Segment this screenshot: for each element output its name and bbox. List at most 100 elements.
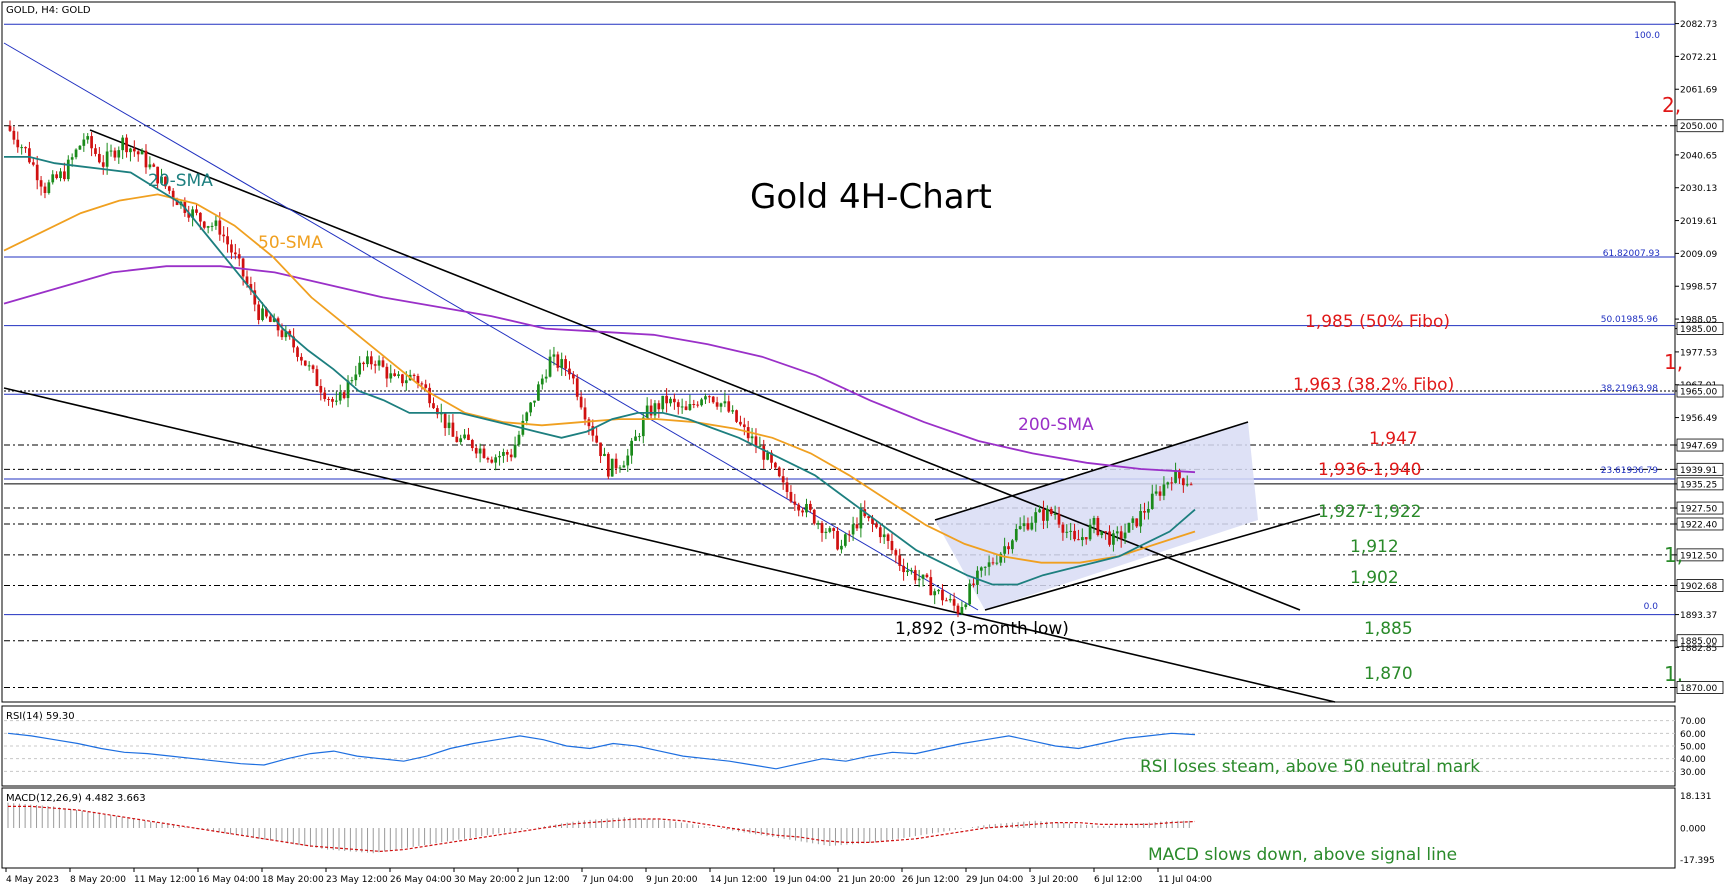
- candle-body: [618, 467, 622, 469]
- candle-body: [979, 567, 983, 571]
- rising-channel-lower: [984, 513, 1321, 611]
- candle-body: [160, 176, 163, 184]
- candle-body: [1030, 522, 1034, 530]
- candle-body: [43, 186, 47, 193]
- candle-body: [373, 364, 377, 366]
- candle-body: [486, 457, 490, 460]
- candle-body: [754, 436, 758, 447]
- candle-body: [785, 482, 789, 492]
- candle-body: [742, 424, 746, 428]
- candle-body: [482, 448, 486, 458]
- macd-tick-label: 0.000: [1680, 825, 1706, 835]
- candle-body: [323, 392, 327, 399]
- candle-body: [1080, 537, 1084, 541]
- fib-100-label: 100.0: [1634, 31, 1660, 41]
- candle-body: [579, 396, 583, 408]
- candle-body: [505, 451, 509, 455]
- candle-body: [964, 604, 968, 608]
- candle-body: [226, 236, 229, 245]
- candle-body: [665, 395, 668, 404]
- sma200-label: 200-SMA: [1018, 415, 1094, 435]
- price-label-box: [1676, 548, 1724, 562]
- candle-body: [913, 570, 917, 581]
- candle-body: [51, 174, 55, 183]
- candle-body: [164, 176, 167, 187]
- candle-body: [816, 523, 820, 525]
- candle-body: [680, 406, 684, 408]
- candle-body: [509, 454, 513, 458]
- candle-body: [956, 605, 960, 614]
- time-tick-label: 2 Jun 12:00: [518, 875, 570, 885]
- candle-body: [175, 199, 179, 206]
- candle-body: [12, 130, 16, 140]
- candle-body: [459, 438, 463, 443]
- candle-body: [1119, 531, 1123, 539]
- candle-body: [222, 234, 226, 237]
- sma50-label: 50-SMA: [258, 233, 323, 253]
- candle-body: [1011, 540, 1014, 550]
- candle-body: [653, 403, 657, 416]
- candle-body: [692, 404, 696, 406]
- falling-fib-diagonal: [3, 42, 979, 611]
- candle-body: [86, 136, 90, 140]
- time-tick-label: 6 Jul 12:00: [1094, 875, 1143, 885]
- candle-body: [358, 362, 362, 375]
- fib50-label: 1,985 (50% Fibo): [1305, 312, 1450, 332]
- candle-body: [645, 405, 649, 418]
- candle-body: [941, 589, 944, 601]
- macd-note: MACD slows down, above signal line: [1148, 845, 1457, 865]
- candle-body: [292, 336, 295, 348]
- edge-label-1c: 1.: [1664, 662, 1683, 686]
- fib-618-label: 61.82007.93: [1603, 249, 1660, 259]
- sma20-label: 20-SMA: [148, 171, 213, 191]
- candle-body: [1061, 524, 1065, 533]
- candle-body: [875, 523, 878, 528]
- candle-body: [1007, 546, 1010, 550]
- candle-body: [828, 528, 832, 532]
- candle-body: [890, 540, 894, 551]
- candle-body: [237, 254, 241, 259]
- candle-body: [424, 384, 428, 388]
- time-tick-label: 9 Jun 20:00: [646, 875, 698, 885]
- candle-body: [641, 417, 645, 437]
- candle-body: [1127, 522, 1131, 533]
- candle-body: [906, 570, 909, 573]
- candle-body: [389, 373, 393, 379]
- candle-body: [529, 402, 532, 413]
- candle-body: [789, 491, 793, 502]
- time-tick-label: 11 Jul 04:00: [1158, 875, 1212, 885]
- fib-382-label: 38.21963.98: [1601, 384, 1659, 394]
- candle-body: [758, 445, 762, 447]
- time-tick-label: 30 May 20:00: [454, 875, 516, 885]
- candle-body: [117, 150, 121, 158]
- candle-body: [843, 534, 847, 546]
- candle-body: [78, 145, 82, 150]
- candle-body: [1057, 513, 1061, 525]
- time-tick-label: 16 May 04:00: [198, 875, 260, 885]
- candle-body: [809, 503, 812, 510]
- candle-body: [595, 435, 599, 443]
- candle-body: [711, 396, 715, 403]
- candle-body: [517, 434, 521, 445]
- candle-body: [735, 410, 738, 422]
- macd-header: MACD(12,26,9) 4.482 3.663: [6, 793, 146, 804]
- candle-body: [362, 362, 365, 365]
- candle-body: [31, 162, 35, 165]
- candle-body: [560, 359, 564, 368]
- price-tick-label: 1947.69: [1680, 442, 1717, 452]
- candle-body: [774, 462, 777, 468]
- chart-title: Gold 4H-Chart: [750, 177, 992, 217]
- candle-body: [171, 190, 175, 200]
- candle-body: [66, 159, 70, 180]
- candle-body: [101, 162, 105, 167]
- candle-body: [74, 149, 78, 158]
- candle-body: [1003, 546, 1006, 554]
- candle-body: [626, 455, 630, 466]
- candle-body: [300, 356, 303, 361]
- candle-body: [393, 373, 396, 376]
- candle-body: [707, 396, 711, 398]
- candle-body: [1022, 523, 1026, 527]
- candle-body: [191, 209, 194, 218]
- candle-body: [1185, 484, 1189, 486]
- price-tick-label: 1935.25: [1680, 480, 1717, 490]
